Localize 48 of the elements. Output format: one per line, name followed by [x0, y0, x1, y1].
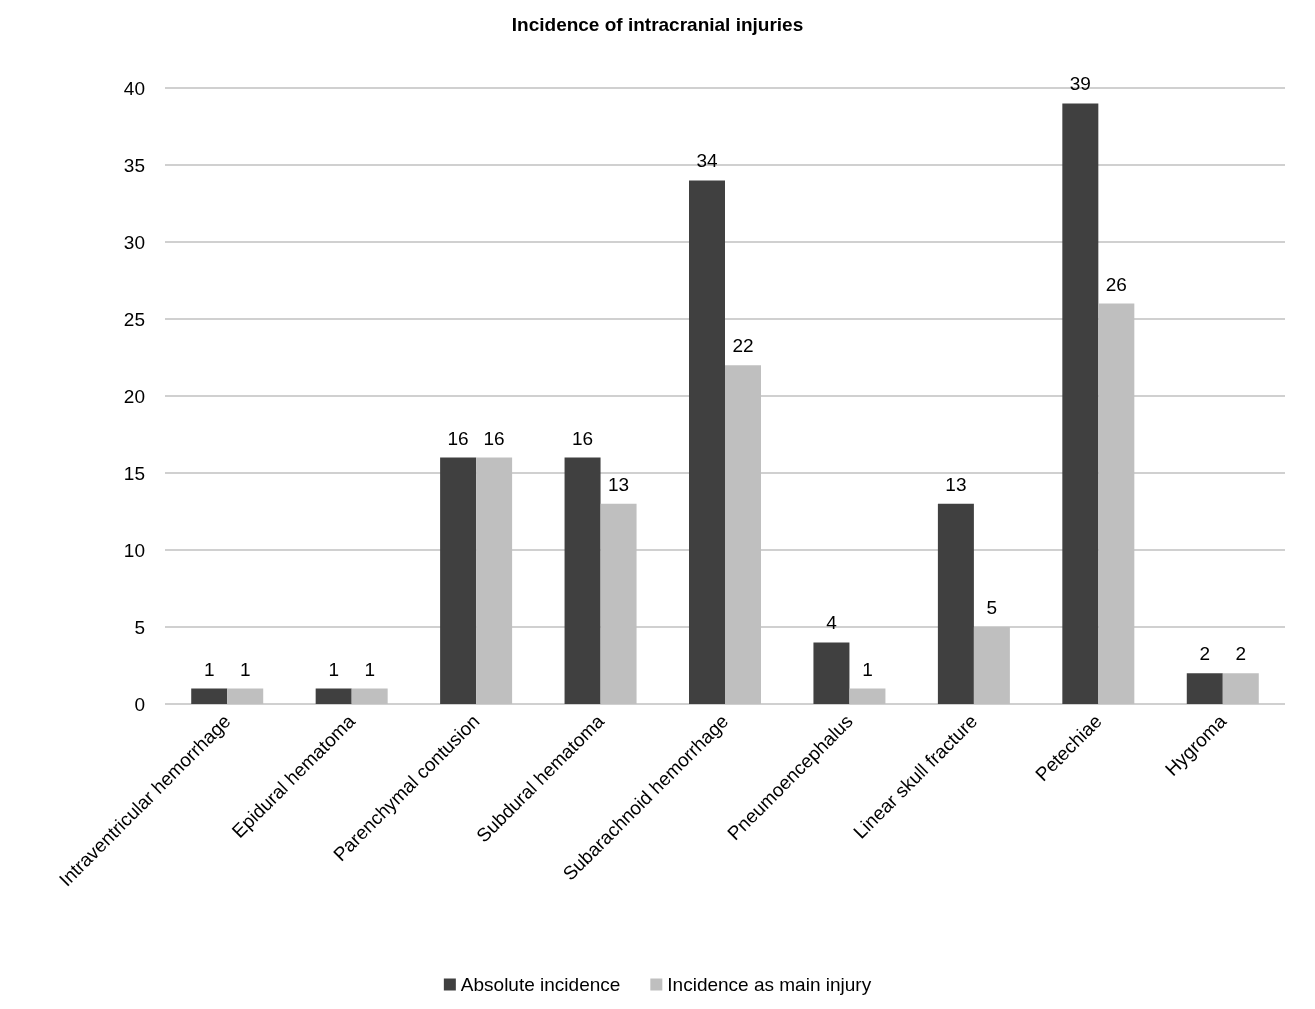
data-label: 4	[826, 612, 838, 634]
y-tick-label: 0	[134, 693, 145, 715]
chart-title: Incidence of intracranial injuries	[511, 14, 804, 35]
bar	[564, 457, 601, 704]
bar	[725, 365, 761, 704]
y-tick-label: 5	[134, 616, 145, 638]
legend-label: Incidence as main injury	[667, 974, 872, 995]
data-label: 22	[732, 335, 754, 357]
bar	[937, 503, 974, 704]
bar	[351, 688, 388, 704]
y-tick-label: 30	[123, 231, 145, 253]
data-label: 13	[945, 473, 967, 495]
data-label: 1	[862, 658, 873, 680]
data-label: 16	[447, 427, 469, 449]
bar	[440, 457, 477, 704]
bar	[600, 503, 637, 704]
data-label: 16	[483, 427, 505, 449]
bar	[227, 688, 264, 704]
bar	[1062, 103, 1099, 704]
bar	[973, 627, 1010, 704]
bar	[315, 688, 352, 704]
bar	[476, 457, 513, 704]
y-tick-label: 40	[123, 77, 145, 99]
bar	[1186, 673, 1223, 704]
data-label: 1	[203, 658, 215, 680]
data-label: 39	[1069, 73, 1091, 95]
y-tick-label: 35	[123, 154, 145, 176]
y-tick-label: 10	[123, 539, 145, 561]
bar	[689, 180, 725, 704]
y-tick-label: 25	[123, 308, 145, 330]
data-label: 26	[1105, 273, 1127, 295]
y-tick-label: 15	[123, 462, 145, 484]
data-label: 1	[364, 658, 375, 680]
data-label: 1	[328, 658, 339, 680]
bar	[191, 688, 228, 704]
data-label: 1	[239, 658, 251, 680]
bar	[1098, 303, 1135, 704]
data-label: 34	[696, 150, 718, 172]
bar	[1222, 673, 1259, 704]
data-label: 2	[1235, 643, 1247, 665]
data-label: 16	[571, 427, 594, 449]
bar	[849, 688, 886, 704]
y-tick-label: 20	[123, 385, 145, 407]
data-label: 2	[1199, 643, 1211, 665]
legend-label: Absolute incidence	[460, 974, 621, 995]
data-label: 5	[986, 597, 998, 618]
data-label: 13	[607, 473, 630, 495]
bar	[813, 642, 850, 704]
